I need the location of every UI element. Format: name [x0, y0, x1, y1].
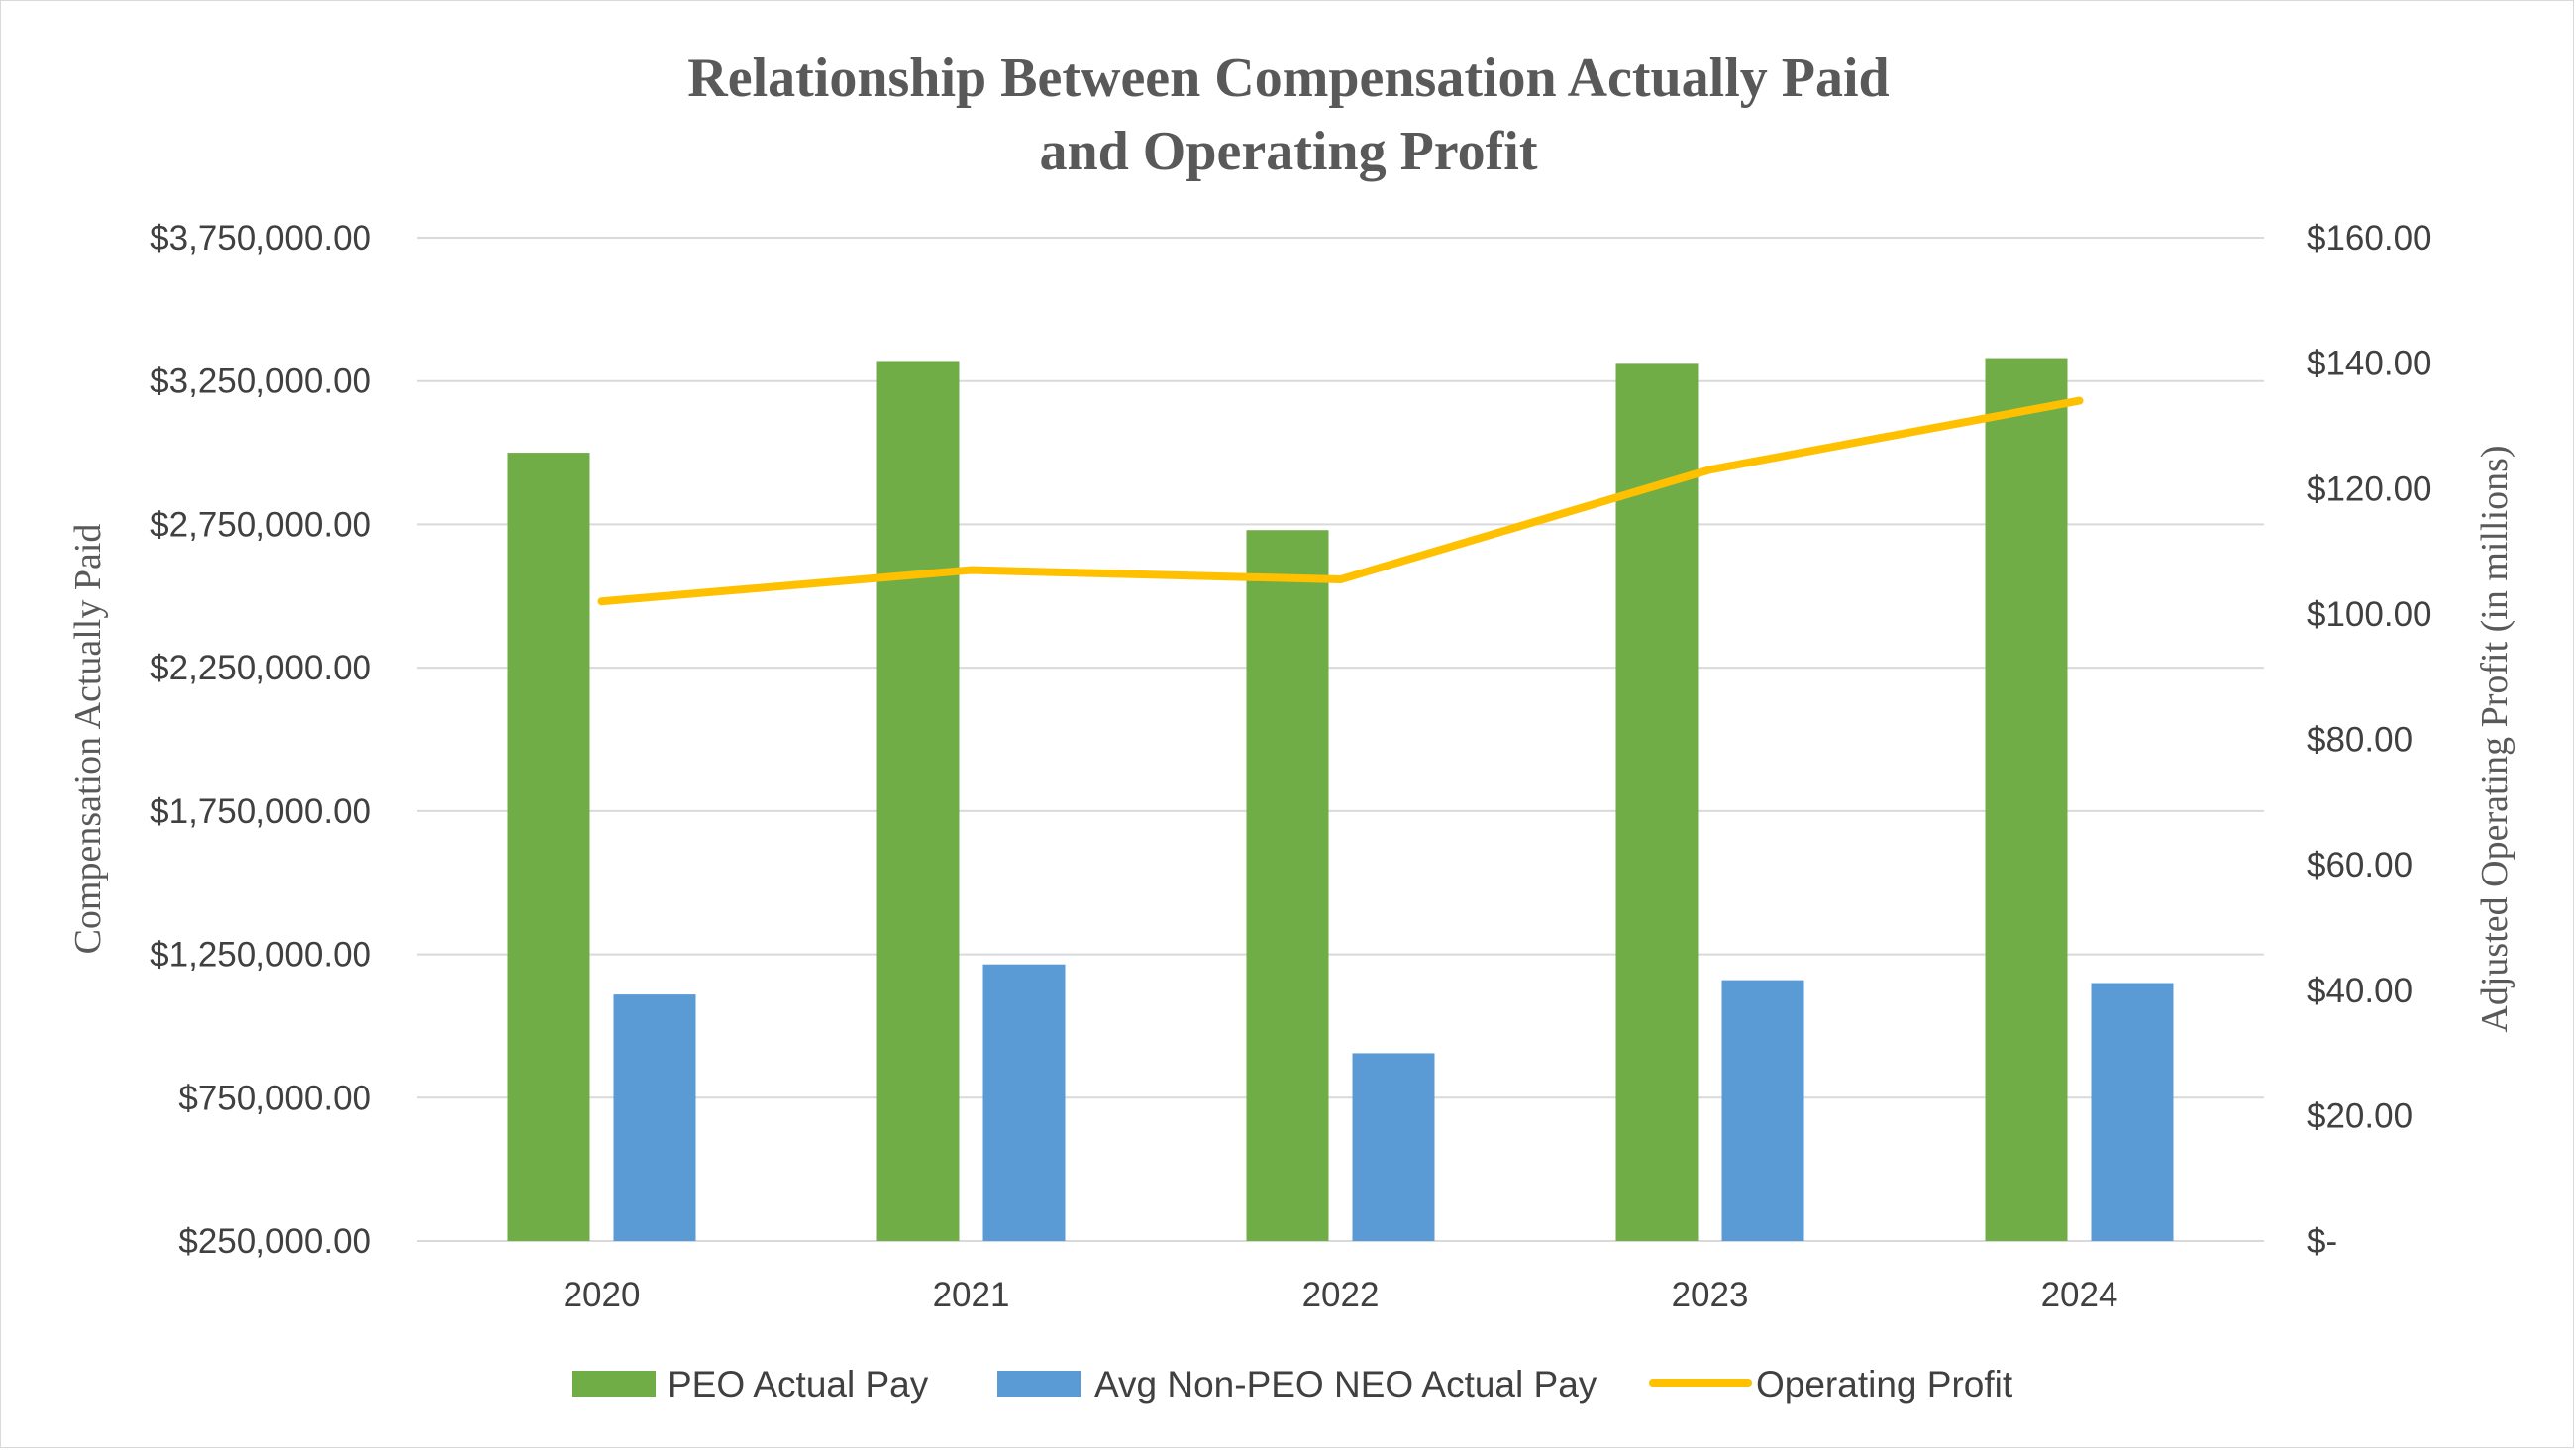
avg-non-peo-neo-actual-pay-bar [1721, 980, 1804, 1241]
legend-label: PEO Actual Pay [668, 1364, 929, 1404]
x-tick-label: 2023 [1672, 1276, 1749, 1314]
legend-item: Avg Non-PEO NEO Actual Pay [997, 1364, 1597, 1404]
y-tick-label: $3,250,000.00 [150, 363, 371, 401]
y2-tick-label: $20.00 [2307, 1096, 2413, 1135]
peo-actual-pay-bar [1985, 358, 2068, 1241]
peo-actual-pay-bar [507, 453, 590, 1242]
legend-swatch [997, 1371, 1081, 1397]
y2-axis-title: Adjusted Operating Profit (in millions) [2474, 445, 2516, 1032]
operating-profit-line-layer [597, 396, 2084, 606]
legend-swatch [572, 1371, 656, 1397]
y2-tick-label: $100.00 [2307, 595, 2432, 634]
peo-actual-pay-bar [1615, 363, 1699, 1241]
legend-label: Avg Non-PEO NEO Actual Pay [1094, 1364, 1597, 1404]
legend: PEO Actual Pay Avg Non-PEO NEO Actual Pay… [572, 1364, 2013, 1404]
y2-tick-label: $40.00 [2307, 972, 2413, 1010]
y-tick-label: $1,750,000.00 [150, 792, 371, 831]
avg-non-peo-neo-actual-pay-bar [2091, 983, 2174, 1241]
gridlines [417, 237, 2264, 1242]
legend-label: Operating Profit [1756, 1364, 2013, 1404]
operating-profit-line [597, 396, 2084, 606]
y2-tick-label: $140.00 [2307, 345, 2432, 383]
bars [507, 358, 2174, 1242]
y2-tick-label: $- [2307, 1222, 2337, 1261]
x-tick-label: 2024 [2041, 1276, 2118, 1314]
chart-title-line-1: Relationship Between Compensation Actual… [687, 48, 1889, 109]
x-tick-label: 2022 [1302, 1276, 1380, 1314]
y2-tick-label: $120.00 [2307, 469, 2432, 508]
peo-actual-pay-bar [1246, 530, 1329, 1241]
avg-non-peo-neo-actual-pay-bar [982, 964, 1066, 1241]
y2-tick-label: $60.00 [2307, 846, 2413, 884]
y2-tick-label: $160.00 [2307, 219, 2432, 258]
y-tick-label: $750,000.00 [178, 1079, 371, 1117]
y-tick-label: $250,000.00 [178, 1222, 371, 1261]
avg-non-peo-neo-actual-pay-bar [1352, 1053, 1435, 1241]
y-tick-label: $1,250,000.00 [150, 936, 371, 975]
legend-item: PEO Actual Pay [572, 1364, 929, 1404]
x-tick-label: 2021 [933, 1276, 1010, 1314]
y-tick-label: $2,750,000.00 [150, 505, 371, 544]
tick-labels: $250,000.00 $750,000.00 $1,250,000.00 $1,75… [150, 219, 2431, 1314]
y-tick-label: $2,250,000.00 [150, 649, 371, 687]
chart-title-line-2: and Operating Profit [1040, 121, 1538, 182]
avg-non-peo-neo-actual-pay-bar [613, 994, 696, 1241]
y2-tick-label: $80.00 [2307, 721, 2413, 760]
legend-item: Operating Profit [1649, 1364, 2013, 1404]
x-tick-label: 2020 [564, 1276, 641, 1314]
y-axis-title: Compensation Actually Paid [67, 524, 109, 955]
peo-actual-pay-bar [876, 361, 960, 1241]
y-tick-label: $3,750,000.00 [150, 219, 371, 258]
